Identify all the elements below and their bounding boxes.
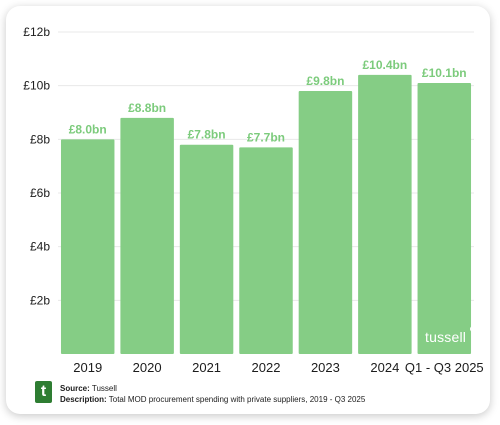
bar	[239, 147, 293, 354]
data-label: £7.7bn	[247, 130, 285, 144]
x-tick-label: 2024	[370, 360, 399, 375]
x-tick-label: 2022	[252, 360, 281, 375]
x-tick-label: 2021	[192, 360, 221, 375]
y-tick-label: £10b	[23, 79, 50, 93]
bar	[358, 74, 412, 354]
x-tick-label: 2023	[311, 360, 340, 375]
data-label: £9.8bn	[306, 74, 344, 88]
y-tick-label: £8b	[30, 132, 50, 146]
bar	[60, 139, 115, 354]
registered-mark-icon	[470, 326, 476, 332]
data-label: £10.4bn	[363, 58, 408, 72]
data-label: £7.8bn	[188, 128, 226, 142]
x-tick-label: 2019	[73, 360, 102, 375]
x-tick-label: 2020	[133, 360, 162, 375]
data-label: £8.0bn	[69, 122, 107, 136]
y-tick-label: £4b	[30, 240, 50, 254]
bar	[179, 144, 234, 354]
data-label: £10.1bn	[422, 66, 467, 80]
tussell-watermark: tussell	[425, 326, 476, 345]
bar	[417, 82, 472, 354]
description-label: Description:	[60, 395, 107, 404]
source-label: Source:	[60, 384, 90, 393]
y-tick-label: £12b	[23, 25, 50, 39]
watermark-text: tussell	[425, 329, 467, 345]
source-line: Source: Tussell	[60, 384, 117, 393]
bar	[298, 91, 353, 355]
data-label: £8.8bn	[128, 101, 166, 115]
y-tick-label: £2b	[30, 293, 50, 307]
source-text: Tussell	[91, 384, 117, 393]
bar	[120, 117, 174, 354]
y-tick-label: £6b	[30, 186, 50, 200]
tussell-logo-icon: t	[35, 381, 52, 403]
x-tick-label: Q1 - Q3 2025	[405, 360, 484, 375]
description-line: Description: Total MOD procurement spend…	[60, 395, 365, 404]
description-text: Total MOD procurement spending with priv…	[108, 395, 366, 404]
